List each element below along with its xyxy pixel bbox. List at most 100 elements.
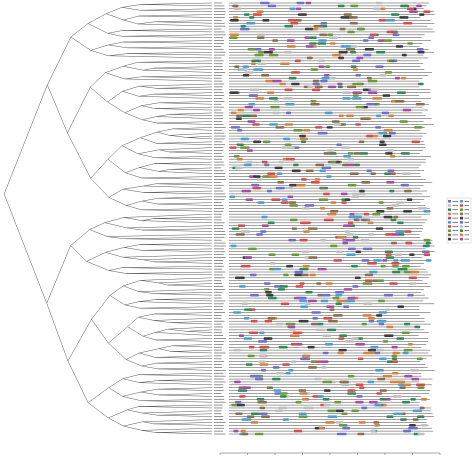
- motif-box: [261, 74, 270, 77]
- motif-box: [375, 369, 384, 372]
- tree-branch: [141, 4, 213, 7]
- motif-box: [285, 157, 296, 161]
- motif-box: [391, 357, 398, 361]
- tree-branch: [138, 291, 156, 294]
- motif-box: [260, 369, 267, 372]
- tree-branch: [142, 421, 154, 425]
- motif-box: [391, 354, 397, 358]
- motif-box: [386, 325, 394, 329]
- tree-branch: [170, 322, 213, 325]
- tree-branch: [141, 105, 156, 109]
- tree-branch: [137, 21, 155, 25]
- motif-box: [245, 198, 254, 201]
- tree-branch: [139, 8, 213, 11]
- tree-branch: [138, 316, 155, 321]
- tree-branch: [108, 409, 128, 419]
- motif-box: [423, 238, 431, 242]
- motif-box: [325, 421, 335, 424]
- motif-box: [401, 53, 407, 57]
- motif-box: [324, 343, 334, 346]
- tree-branch: [139, 85, 157, 89]
- motif-box: [295, 400, 302, 404]
- motif-box: [383, 397, 391, 401]
- motif-box: [313, 24, 323, 28]
- tree-branch: [143, 190, 213, 193]
- tree-branch: [109, 285, 124, 296]
- motif-box: [340, 383, 350, 387]
- motif-box: [323, 316, 333, 320]
- legend-swatch: [448, 233, 451, 237]
- motif-box: [294, 270, 304, 274]
- tree-branch: [90, 87, 108, 103]
- motif-box: [375, 114, 382, 118]
- tree-branch: [153, 66, 213, 69]
- motif-box: [363, 302, 373, 306]
- motif-box: [410, 270, 420, 274]
- legend-swatch: [448, 212, 451, 216]
- tree-branch: [138, 14, 213, 17]
- tree-branch: [167, 284, 213, 287]
- motif-box: [279, 395, 287, 398]
- motif-box: [354, 163, 361, 167]
- motif-box: [342, 91, 352, 94]
- motif-box: [377, 279, 385, 282]
- motif-box: [230, 244, 237, 248]
- motif-box: [247, 247, 257, 251]
- motif-box: [343, 13, 352, 16]
- legend-swatch: [448, 237, 451, 241]
- motif-box: [289, 218, 298, 222]
- motif-box: [309, 36, 317, 40]
- tree-branch: [140, 391, 159, 396]
- motif-box: [321, 293, 331, 297]
- tree-branch: [159, 102, 213, 105]
- motif-box: [260, 1, 270, 5]
- motif-box: [361, 181, 370, 184]
- motif-box: [307, 345, 315, 349]
- motif-box: [267, 316, 276, 320]
- tree-branch: [156, 362, 213, 365]
- tree-branch: [127, 227, 143, 231]
- motif-box: [412, 418, 419, 421]
- tree-branch: [158, 149, 170, 153]
- tree-branch: [108, 417, 124, 427]
- motif-box: [399, 386, 406, 390]
- motif-box: [255, 47, 262, 51]
- tree-branch: [142, 335, 157, 341]
- tree-branch: [142, 218, 154, 221]
- tree-branch: [87, 387, 110, 403]
- tree-branch: [169, 114, 213, 117]
- motif-box: [379, 74, 387, 77]
- legend-swatch: [460, 225, 463, 228]
- motif-box: [291, 71, 301, 74]
- tree-branch: [155, 355, 213, 358]
- motif-box: [324, 111, 333, 115]
- motif-box: [350, 4, 359, 8]
- motif-box: [351, 264, 358, 268]
- tree-branch: [123, 15, 139, 21]
- motif-box: [387, 169, 395, 173]
- tree-branch: [138, 374, 213, 377]
- motif-box: [278, 160, 285, 164]
- motif-box: [235, 276, 245, 280]
- motif-box: [400, 4, 410, 8]
- motif-box: [392, 33, 400, 37]
- tree-branch: [157, 122, 213, 125]
- motif-box: [366, 76, 372, 80]
- motif-box: [306, 56, 313, 60]
- motif-box: [259, 348, 268, 352]
- tree-branch: [155, 332, 213, 336]
- motif-box: [317, 131, 328, 135]
- motif-box: [309, 42, 317, 45]
- motif-box: [355, 74, 361, 77]
- motif-box: [310, 100, 317, 103]
- motif-box: [333, 259, 343, 262]
- motif-box: [382, 340, 389, 343]
- motif-box: [376, 348, 385, 352]
- motif-box: [382, 94, 391, 97]
- motif-box: [253, 140, 262, 144]
- tree-branch: [108, 41, 123, 46]
- motif-box: [386, 181, 395, 184]
- tree-branch: [157, 388, 213, 391]
- motif-box: [340, 146, 351, 149]
- motif-box: [347, 392, 357, 395]
